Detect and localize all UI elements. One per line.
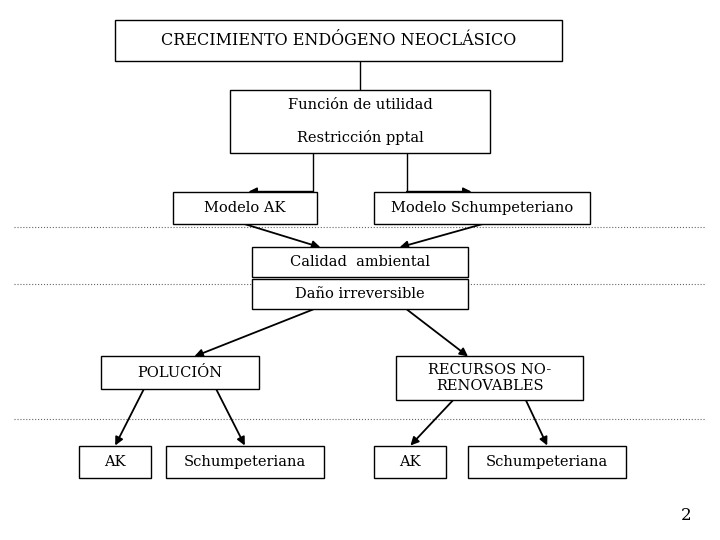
FancyBboxPatch shape: [173, 192, 317, 224]
Text: Schumpeteriana: Schumpeteriana: [184, 455, 306, 469]
FancyBboxPatch shape: [468, 446, 626, 478]
FancyBboxPatch shape: [79, 446, 151, 478]
Text: Función de utilidad

Restricción pptal: Función de utilidad Restricción pptal: [287, 98, 433, 145]
Text: Modelo AK: Modelo AK: [204, 201, 286, 215]
Text: Schumpeteriana: Schumpeteriana: [486, 455, 608, 469]
Text: 2: 2: [680, 507, 691, 524]
FancyBboxPatch shape: [115, 20, 562, 60]
Text: AK: AK: [400, 455, 421, 469]
FancyBboxPatch shape: [252, 280, 468, 309]
Text: AK: AK: [104, 455, 126, 469]
FancyBboxPatch shape: [374, 192, 590, 224]
FancyBboxPatch shape: [252, 247, 468, 276]
Text: RECURSOS NO-
RENOVABLES: RECURSOS NO- RENOVABLES: [428, 363, 552, 393]
FancyBboxPatch shape: [230, 90, 490, 152]
FancyBboxPatch shape: [166, 446, 324, 478]
Text: Calidad  ambiental: Calidad ambiental: [290, 255, 430, 269]
Text: POLUCIÓN: POLUCIÓN: [138, 366, 222, 380]
Text: Daño irreversible: Daño irreversible: [295, 287, 425, 301]
Text: Modelo Schumpeteriano: Modelo Schumpeteriano: [391, 201, 574, 215]
FancyBboxPatch shape: [101, 356, 259, 389]
Text: CRECIMIENTO ENDÓGENO NEOCLÁSICO: CRECIMIENTO ENDÓGENO NEOCLÁSICO: [161, 32, 516, 49]
FancyBboxPatch shape: [396, 356, 583, 400]
FancyBboxPatch shape: [374, 446, 446, 478]
